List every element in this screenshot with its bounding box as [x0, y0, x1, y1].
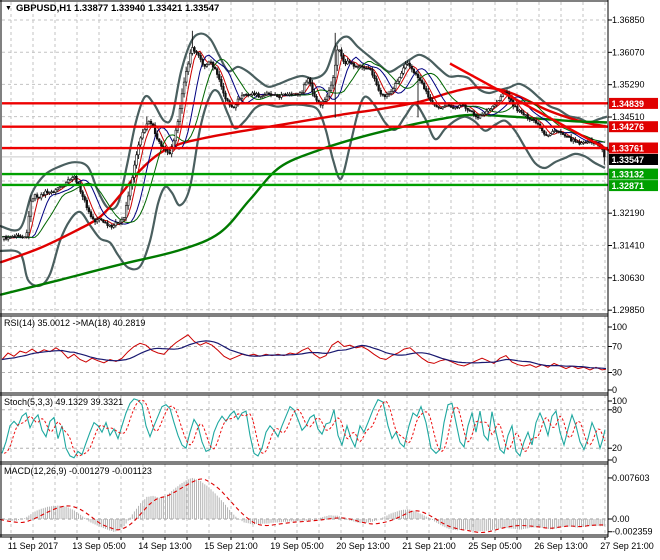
chart-title: GBPUSD,H1 1.33877 1.33940 1.33421 1.3354…	[15, 3, 220, 14]
panel-frame	[0, 0, 609, 538]
svg-text:0.00: 0.00	[612, 514, 630, 524]
svg-text:1.32190: 1.32190	[612, 208, 645, 218]
price-badge-1.32871: 1.32871	[609, 180, 658, 191]
svg-text:30: 30	[612, 368, 622, 378]
rsi-indicator-label: RSI(14) 35.0012 ->MA(18) 40.2819	[4, 318, 146, 328]
price-badge-1.34276: 1.34276	[609, 121, 658, 133]
svg-text:1.33761: 1.33761	[612, 144, 645, 154]
trendline	[449, 62, 612, 153]
svg-text:25 Sep 05:00: 25 Sep 05:00	[468, 541, 522, 551]
price-badge-1.33547: 1.33547	[609, 154, 658, 165]
support-resistance-lines	[2, 102, 608, 187]
svg-text:70: 70	[612, 342, 622, 352]
svg-text:1.30630: 1.30630	[612, 273, 645, 283]
svg-text:1.34839: 1.34839	[612, 99, 645, 109]
price-badge-1.34839: 1.34839	[609, 97, 658, 109]
svg-text:11 Sep 2017: 11 Sep 2017	[8, 541, 58, 551]
svg-text:0: 0	[612, 385, 617, 395]
svg-text:1.34276: 1.34276	[612, 122, 645, 132]
svg-text:100: 100	[612, 396, 627, 406]
symbol-dropdown-icon[interactable]: ▼	[5, 5, 12, 12]
svg-text:1.32871: 1.32871	[612, 181, 645, 191]
time-axis[interactable]: 11 Sep 2017 13 Sep 05:00 14 Sep 13:00 15 Se…	[8, 537, 654, 551]
svg-text:1.29850: 1.29850	[612, 305, 645, 315]
price-badge-1.33132: 1.33132	[609, 168, 658, 180]
svg-text:13 Sep 05:00: 13 Sep 05:00	[72, 541, 126, 551]
svg-text:19 Sep 05:00: 19 Sep 05:00	[270, 541, 324, 551]
svg-text:1.33547: 1.33547	[612, 155, 645, 165]
svg-text:1.33132: 1.33132	[612, 170, 645, 180]
svg-text:20: 20	[612, 443, 622, 453]
stochastic-panel	[1, 398, 606, 459]
stoch-indicator-label: Stoch(5,3,3) 49.1329 39.3321	[4, 397, 124, 407]
svg-text:-0.002359: -0.002359	[612, 527, 653, 537]
svg-text:1.34510: 1.34510	[612, 112, 645, 122]
grid-lines	[2, 2, 608, 534]
macd-indicator-label: MACD(12,26,9) -0.001279 -0.001123	[4, 466, 152, 476]
svg-text:80: 80	[612, 405, 622, 415]
svg-text:27 Sep 21:00: 27 Sep 21:00	[600, 541, 654, 551]
rsi-panel	[1, 334, 607, 371]
svg-text:0: 0	[612, 455, 617, 465]
svg-text:14 Sep 13:00: 14 Sep 13:00	[138, 541, 192, 551]
svg-text:26 Sep 13:00: 26 Sep 13:00	[534, 541, 588, 551]
svg-text:21 Sep 21:00: 21 Sep 21:00	[402, 541, 456, 551]
svg-text:15 Sep 21:00: 15 Sep 21:00	[204, 541, 258, 551]
macd-panel	[0, 477, 606, 534]
price-axis[interactable]: 1.36850 1.36070 1.35290 1.34510 1.32190 1.314…	[608, 15, 658, 537]
bollinger-bands	[0, 32, 608, 288]
svg-text:1.31410: 1.31410	[612, 240, 645, 250]
svg-text:1.35290: 1.35290	[612, 80, 645, 90]
price-badge-1.33761: 1.33761	[609, 142, 658, 154]
svg-text:100: 100	[612, 322, 627, 332]
svg-text:0.007603: 0.007603	[612, 473, 650, 483]
svg-text:1.36070: 1.36070	[612, 47, 645, 57]
chart-title-bar: ▼ GBPUSD,H1 1.33877 1.33940 1.33421 1.335…	[5, 3, 219, 14]
svg-text:1.36850: 1.36850	[612, 15, 645, 25]
svg-text:20 Sep 13:00: 20 Sep 13:00	[336, 541, 390, 551]
